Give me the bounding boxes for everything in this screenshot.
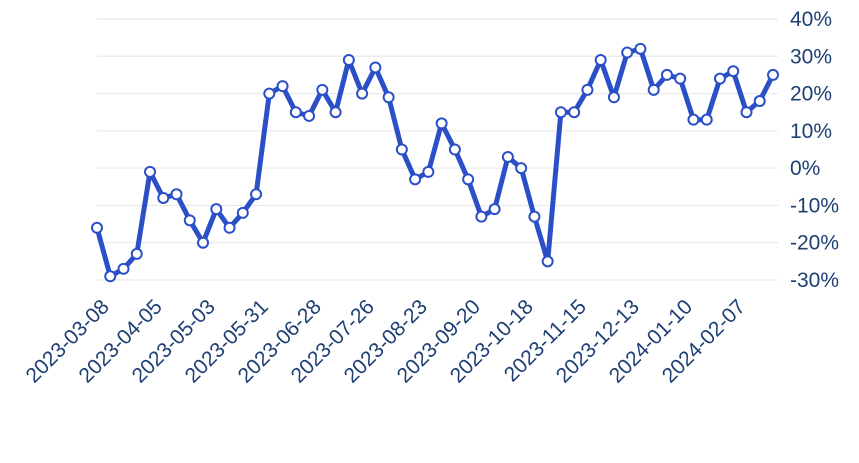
data-point [263,87,276,100]
data-point [157,191,170,204]
data-point [501,150,514,163]
data-point [289,106,302,119]
data-point [422,165,435,178]
data-point [435,117,448,130]
y-tick-label: -10% [790,194,839,217]
x-axis-tick-labels: 2023-03-082023-04-052023-05-032023-05-31… [22,295,750,387]
data-point [740,106,753,119]
data-point [647,83,660,96]
data-point [515,162,528,175]
data-point [223,221,236,234]
series-group [91,42,779,283]
data-point [700,113,713,126]
y-tick-label: -20% [790,232,839,255]
y-tick-label: 10% [790,120,832,143]
data-point [130,247,143,260]
data-point [117,262,130,275]
data-point [727,65,740,78]
data-point [621,46,634,59]
data-point [541,255,554,268]
y-tick-label: 40% [790,8,832,31]
data-point [303,109,316,122]
data-point [369,61,382,74]
y-axis-tick-labels: 40% 30% 20% 10% 0% -10% -20% -30% [790,8,839,292]
data-point [395,143,408,156]
data-point [409,173,422,186]
data-point [91,221,103,234]
data-point [713,72,726,85]
data-point [607,91,620,104]
data-point [581,83,594,96]
y-tick-label: -30% [790,269,839,292]
data-point [488,203,501,216]
data-point [568,106,581,119]
data-point [753,95,766,108]
data-point [170,188,183,201]
data-point [687,113,700,126]
data-point [462,173,475,186]
data-point [183,214,196,227]
data-point [660,68,673,81]
data-point [342,54,355,67]
data-point [674,72,687,85]
data-point [475,210,488,223]
data-point [210,203,223,216]
data-point [197,236,210,249]
data-point [448,143,461,156]
data-point [250,188,263,201]
data-point [329,106,342,119]
data-point [767,68,779,81]
data-point [356,87,369,100]
series-line [94,46,776,279]
data-point [528,210,541,223]
data-point [316,83,329,96]
gridlines [97,18,778,281]
data-point [382,91,395,104]
data-point [236,206,249,219]
data-point [276,80,289,93]
data-point [554,106,567,119]
data-point [104,270,117,283]
data-point [144,165,157,178]
y-tick-label: 30% [790,45,832,68]
y-tick-label: 20% [790,83,832,106]
data-point [594,54,607,67]
data-point [634,42,647,55]
y-tick-label: 0% [790,157,820,180]
